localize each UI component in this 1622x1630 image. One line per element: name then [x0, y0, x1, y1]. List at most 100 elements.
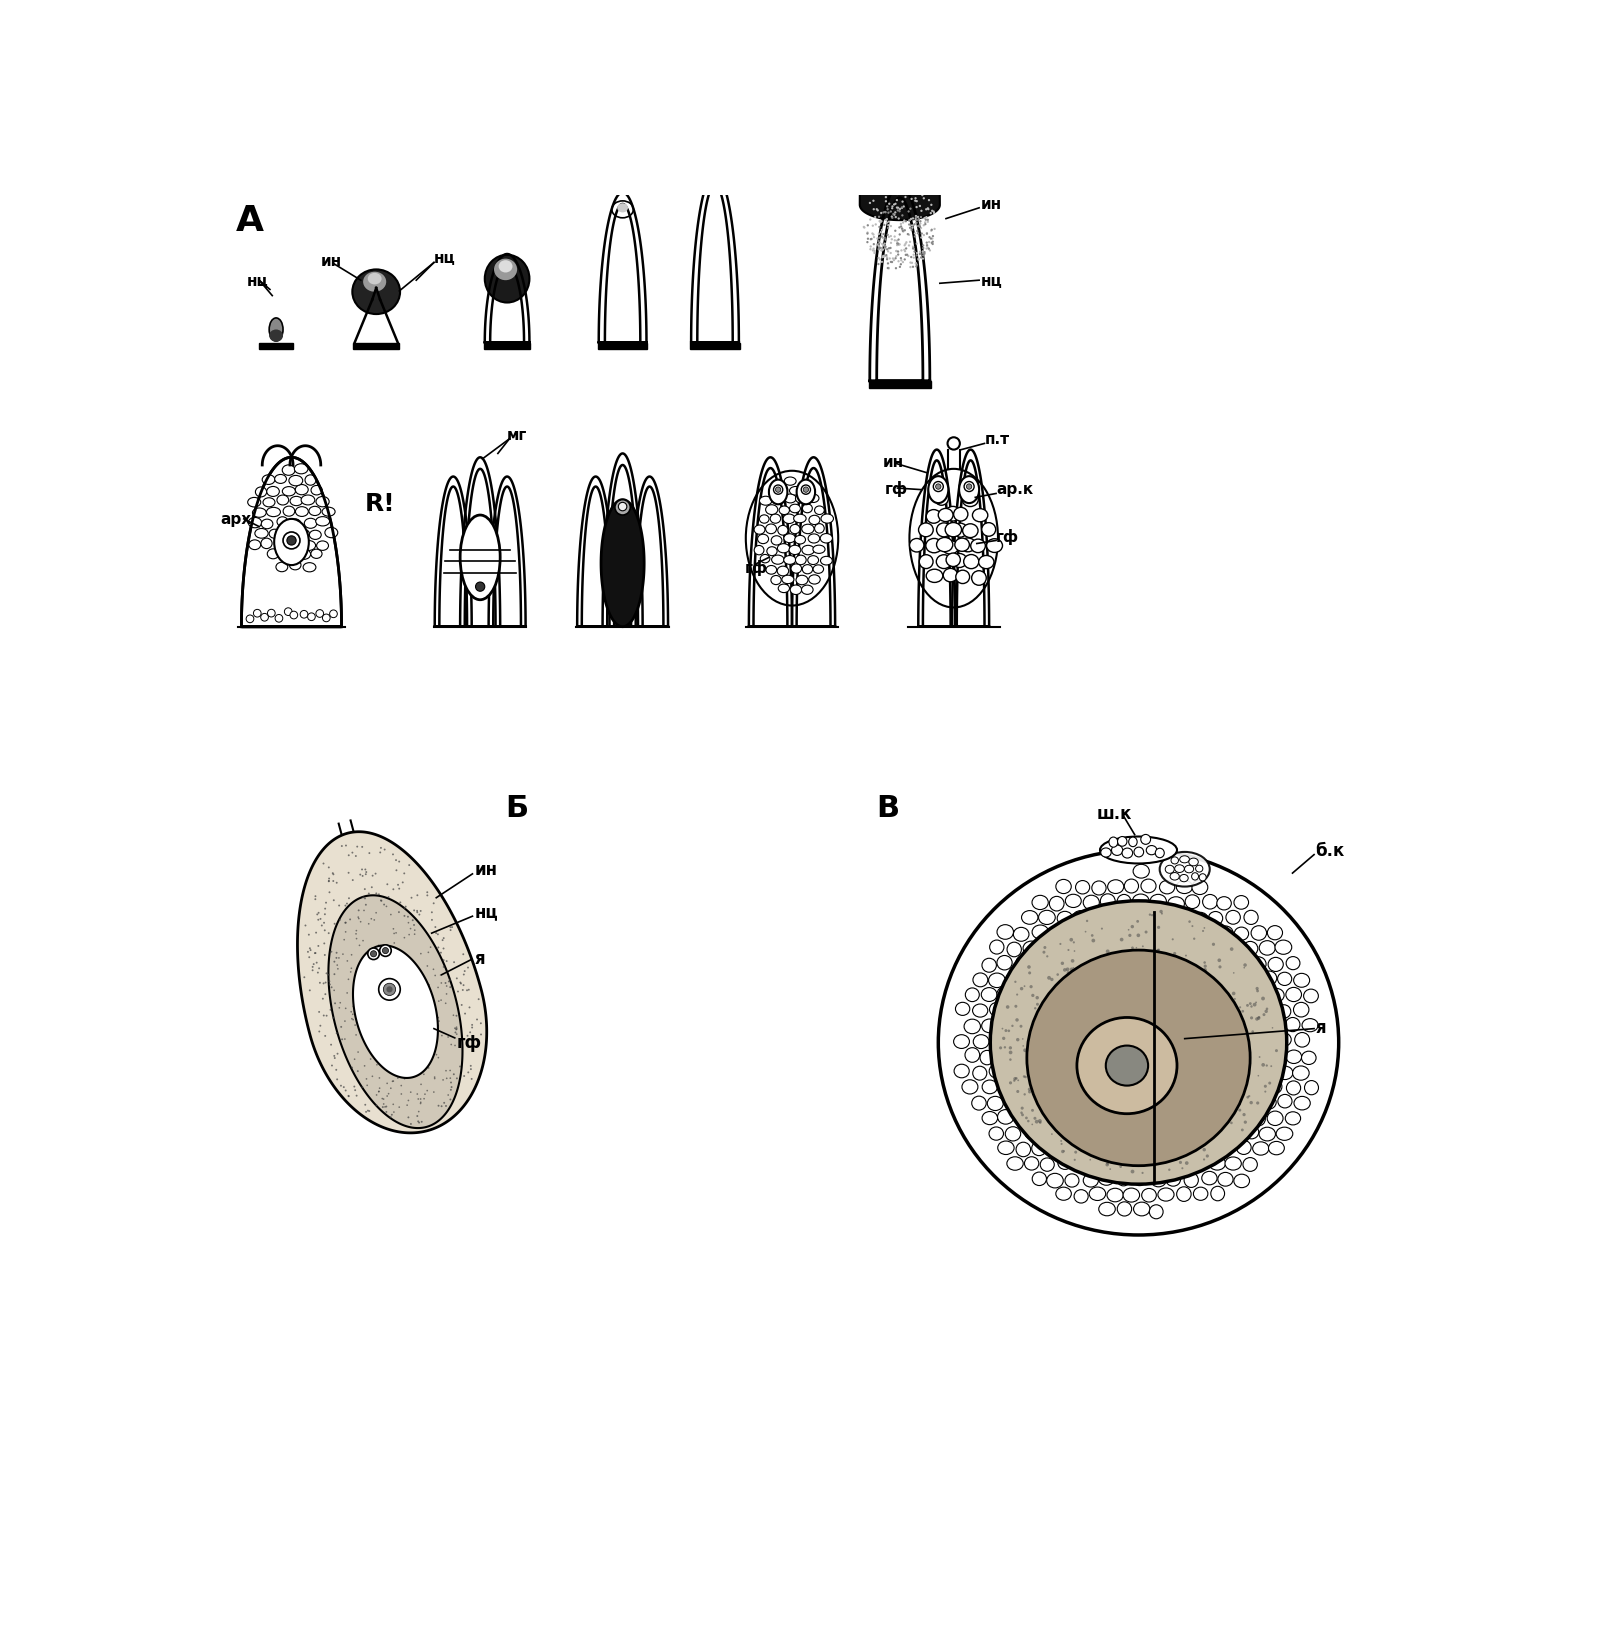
Ellipse shape — [1140, 1097, 1156, 1110]
Ellipse shape — [1176, 1066, 1191, 1079]
Ellipse shape — [417, 895, 418, 897]
Ellipse shape — [1171, 857, 1179, 864]
Ellipse shape — [1150, 1024, 1153, 1027]
Ellipse shape — [1054, 1058, 1058, 1061]
Ellipse shape — [1249, 1095, 1251, 1097]
Ellipse shape — [790, 585, 801, 595]
Ellipse shape — [378, 1077, 380, 1079]
Ellipse shape — [1066, 996, 1069, 999]
Ellipse shape — [1179, 1086, 1182, 1089]
Ellipse shape — [1066, 1174, 1079, 1187]
Ellipse shape — [333, 874, 334, 875]
Ellipse shape — [1202, 931, 1204, 932]
Ellipse shape — [1192, 1157, 1207, 1170]
Ellipse shape — [801, 525, 814, 535]
Ellipse shape — [1286, 1081, 1301, 1095]
Ellipse shape — [448, 1037, 449, 1038]
Ellipse shape — [1122, 1188, 1140, 1203]
Ellipse shape — [1124, 1157, 1139, 1172]
Ellipse shape — [1293, 1002, 1309, 1017]
Ellipse shape — [1032, 1108, 1033, 1112]
Ellipse shape — [453, 962, 456, 963]
Ellipse shape — [1116, 1172, 1131, 1187]
Ellipse shape — [417, 911, 418, 914]
Ellipse shape — [879, 259, 881, 261]
Ellipse shape — [1106, 1188, 1124, 1201]
Ellipse shape — [261, 540, 272, 549]
Ellipse shape — [1030, 988, 1046, 1001]
Ellipse shape — [766, 505, 779, 515]
Ellipse shape — [1186, 1162, 1189, 1165]
Ellipse shape — [1124, 1126, 1139, 1139]
Ellipse shape — [412, 919, 414, 921]
Ellipse shape — [746, 471, 839, 606]
Ellipse shape — [269, 319, 282, 342]
Ellipse shape — [902, 228, 903, 231]
Ellipse shape — [1061, 1143, 1062, 1146]
Ellipse shape — [1074, 971, 1090, 986]
Ellipse shape — [428, 985, 430, 986]
Ellipse shape — [884, 243, 886, 246]
Ellipse shape — [894, 204, 897, 205]
Ellipse shape — [912, 248, 915, 251]
Ellipse shape — [894, 258, 897, 261]
Ellipse shape — [433, 1077, 435, 1079]
Ellipse shape — [1166, 927, 1182, 942]
Ellipse shape — [783, 535, 795, 543]
Ellipse shape — [318, 919, 320, 921]
Ellipse shape — [263, 476, 274, 486]
Ellipse shape — [1114, 1040, 1116, 1042]
Ellipse shape — [980, 1051, 994, 1064]
Ellipse shape — [905, 241, 908, 244]
Ellipse shape — [282, 487, 295, 497]
Ellipse shape — [1268, 1019, 1285, 1033]
Ellipse shape — [1082, 988, 1096, 1001]
Ellipse shape — [1092, 882, 1106, 895]
Ellipse shape — [1096, 993, 1100, 996]
Ellipse shape — [892, 205, 894, 209]
Ellipse shape — [294, 465, 308, 474]
Ellipse shape — [903, 259, 905, 261]
Ellipse shape — [277, 541, 287, 551]
Ellipse shape — [383, 1104, 384, 1105]
Ellipse shape — [884, 240, 887, 241]
Ellipse shape — [905, 197, 907, 199]
Ellipse shape — [1147, 846, 1156, 856]
Ellipse shape — [389, 1117, 391, 1118]
Ellipse shape — [1161, 913, 1163, 914]
Ellipse shape — [1114, 991, 1118, 993]
Ellipse shape — [358, 910, 360, 911]
Ellipse shape — [1106, 1066, 1122, 1081]
Ellipse shape — [331, 1045, 333, 1046]
Text: мг: мг — [508, 427, 527, 442]
Ellipse shape — [253, 610, 261, 618]
Ellipse shape — [308, 957, 310, 958]
Ellipse shape — [1071, 968, 1074, 971]
Ellipse shape — [916, 217, 920, 218]
Ellipse shape — [1244, 963, 1247, 967]
Ellipse shape — [248, 499, 261, 507]
Ellipse shape — [1116, 927, 1131, 942]
Ellipse shape — [910, 199, 913, 200]
Ellipse shape — [1064, 1050, 1080, 1063]
Ellipse shape — [402, 882, 404, 883]
Ellipse shape — [1160, 1051, 1161, 1055]
Ellipse shape — [1127, 1022, 1131, 1025]
Ellipse shape — [404, 1077, 406, 1081]
Ellipse shape — [360, 921, 362, 923]
Ellipse shape — [339, 1007, 341, 1009]
Ellipse shape — [895, 192, 897, 194]
Ellipse shape — [1126, 971, 1140, 986]
Ellipse shape — [929, 249, 931, 253]
Ellipse shape — [809, 517, 819, 525]
Ellipse shape — [371, 1053, 373, 1055]
Ellipse shape — [399, 950, 401, 952]
Ellipse shape — [1030, 1112, 1046, 1126]
Ellipse shape — [1165, 1087, 1168, 1090]
Ellipse shape — [378, 1090, 380, 1092]
Ellipse shape — [339, 919, 341, 921]
Ellipse shape — [910, 209, 912, 210]
Ellipse shape — [1111, 1012, 1114, 1015]
Ellipse shape — [461, 1004, 462, 1006]
Ellipse shape — [1208, 1095, 1212, 1097]
